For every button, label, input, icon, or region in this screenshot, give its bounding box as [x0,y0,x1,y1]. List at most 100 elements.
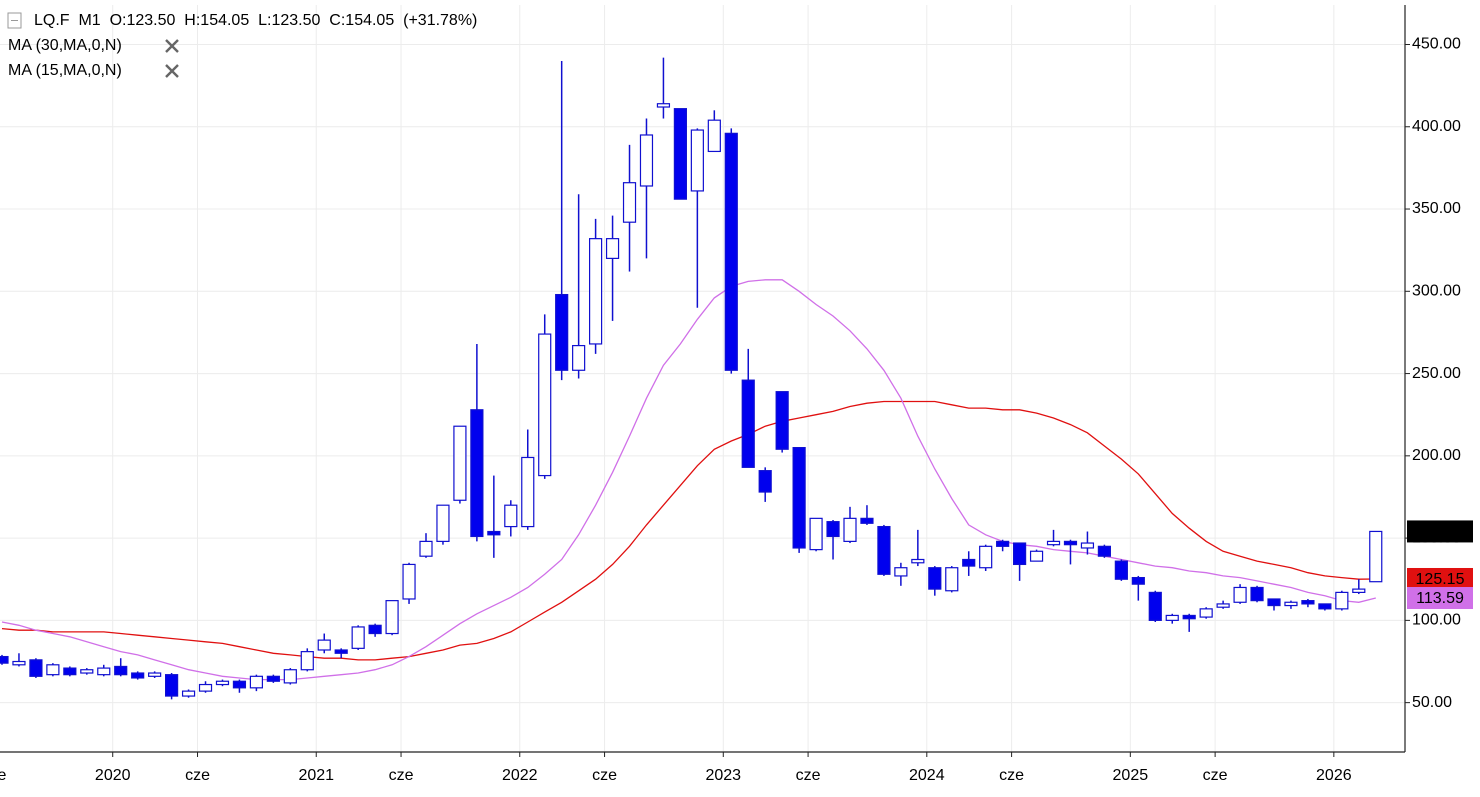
candle-body [12,660,26,666]
x-tick-label: cze [185,767,210,784]
y-tick-label: 50.00 [1412,694,1452,711]
price-tag-label: 113.59 [1416,590,1464,607]
moving-average-line [1,400,1376,661]
x-tick-label: 2025 [1113,767,1149,784]
candle-body [368,624,382,635]
candle-body [673,108,688,200]
candle-body [945,567,959,592]
candle-body [232,680,247,689]
candle-body [97,667,111,676]
candle-body [1165,614,1179,621]
candle-body [1284,601,1298,607]
candle-body [1267,598,1281,607]
candle-body [809,517,823,551]
price-tag-label: 154.05 [1416,524,1465,541]
candle-body [538,333,552,477]
candle-body [402,563,416,600]
candle-body [436,504,450,542]
y-tick-label: 100.00 [1412,612,1461,629]
candle-body [690,129,704,192]
candle-body [1369,530,1383,583]
y-tick-label: 250.00 [1412,365,1461,382]
y-tick-label: 350.00 [1412,200,1461,217]
candle-body [775,391,789,450]
x-tick-label: cze [796,767,821,784]
candle-body [605,238,620,259]
candle-body [249,675,263,689]
candle-body [1097,545,1112,557]
candle-body [588,238,603,345]
x-tick-label: 2022 [502,767,538,784]
candle-body [131,672,145,679]
candle-body [1199,608,1213,618]
x-tick-label: cze [999,767,1024,784]
candle-body [385,600,399,635]
candle-body [979,545,993,569]
x-tick-label: 2023 [705,767,741,784]
moving-average-line [1,279,1376,681]
candle-body [1046,540,1061,546]
legend-label: MA (30,MA,0,N) [8,37,122,54]
candle-body [1131,576,1145,585]
candle-body [639,134,654,187]
legend-remove-icon[interactable] [165,39,179,53]
candle-body [572,344,586,371]
header: LQ.F M1 O:123.50 H:154.05 L:123.50 C:154… [34,12,477,29]
candle-body [453,425,467,501]
x-tick-label: cze [0,767,7,784]
candle-body [1318,603,1332,610]
candle-body [1012,542,1027,566]
candle-body [1233,586,1247,603]
x-tick-label: cze [1203,767,1228,784]
x-tick-label: 2026 [1316,767,1352,784]
candle-body [555,293,569,371]
candle-body [792,447,806,549]
candle-body [351,626,365,649]
candle-body [29,659,43,677]
candle-body [996,540,1010,547]
x-tick-label: cze [389,767,414,784]
candle-body [198,683,213,692]
candle-body [826,521,840,538]
candle-body [741,379,755,468]
candle-body [63,667,77,676]
candle-body [707,119,721,153]
x-tick-label: 2024 [909,767,945,784]
price-tag [1407,520,1473,543]
candle-body [911,558,925,564]
candle-body [266,675,280,682]
candle-body [215,680,230,686]
price-tag [1407,587,1473,610]
candle-body [46,664,60,676]
candle-body [419,540,433,557]
candle-body [894,567,908,577]
candle-body [148,672,162,677]
candle-body [1029,550,1044,562]
candle-body [962,558,976,567]
candle-body [300,651,314,671]
candle-body [928,567,942,590]
candle-body [1182,614,1196,620]
x-tick-label: 2020 [95,767,131,784]
legend-remove-icon[interactable] [165,64,179,78]
candle-body [1352,588,1366,593]
candle-body [724,132,738,371]
candle-body [1301,600,1315,605]
candle-body [334,649,348,654]
price-tag-label: 125.15 [1416,571,1465,588]
candle-body [1080,542,1095,549]
plot [0,57,1383,700]
y-tick-label: 400.00 [1412,118,1461,135]
candle-body [0,655,9,664]
candle-body [877,525,891,575]
candle-body [470,409,484,538]
grid [0,5,1405,752]
collapse-icon[interactable] [7,12,22,29]
y-tick-label: 200.00 [1412,447,1461,464]
candle-body [487,530,501,536]
candle-body [1250,586,1264,602]
candle-body [622,182,637,223]
candle-body [283,669,297,684]
